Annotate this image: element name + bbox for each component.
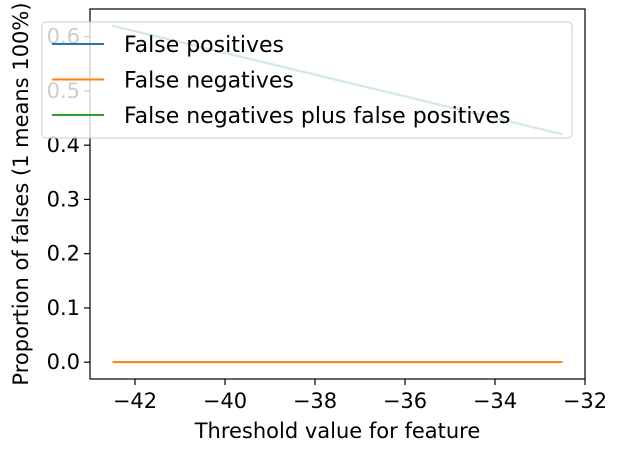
x-tick-label: −42 [113, 389, 157, 413]
y-tick-label: 0.2 [47, 242, 80, 266]
y-tick-label: 0.0 [47, 350, 80, 374]
x-axis-title: Threshold value for feature [194, 419, 481, 443]
axes-frame [89, 8, 586, 380]
x-tick-label: −40 [203, 389, 247, 413]
legend-box [41, 21, 573, 139]
y-tick-label: 0.3 [47, 187, 80, 211]
legend-label-3: False negatives plus false positives [124, 104, 510, 129]
x-axis: −42 −40 −38 −36 −34 −32 [113, 379, 607, 413]
x-tick-label: −36 [383, 389, 427, 413]
x-tick-label: −32 [563, 389, 607, 413]
x-tick-label: −38 [293, 389, 337, 413]
y-tick-label: 0.1 [47, 296, 80, 320]
y-axis-title: Proportion of falses (1 means 100%) [9, 2, 33, 385]
legend-label-1: False positives [124, 33, 284, 58]
legend: False positives False negatives False nega… [41, 21, 573, 139]
x-tick-label: −34 [473, 389, 517, 413]
legend-label-2: False negatives [124, 69, 294, 94]
